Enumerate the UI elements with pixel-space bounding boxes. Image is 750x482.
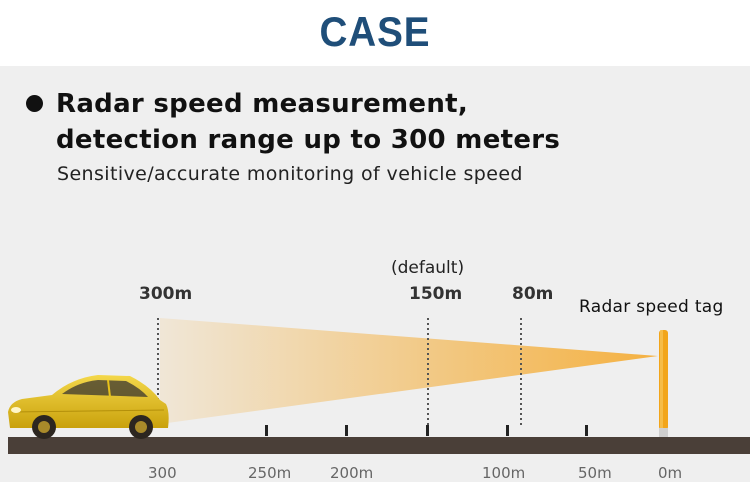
scale-label-100m: 100m bbox=[482, 464, 526, 482]
scale-label-200m: 200m bbox=[330, 464, 374, 482]
page-title: CASE bbox=[319, 8, 431, 55]
scale-label-0m: 0m bbox=[658, 464, 683, 482]
bullet-dot-icon bbox=[26, 95, 43, 112]
scale-label-250m: 250m bbox=[248, 464, 292, 482]
tick-150m bbox=[426, 425, 429, 436]
marker-label-80m: 80m bbox=[512, 284, 554, 304]
tick-250m bbox=[265, 425, 268, 436]
marker-label-150m: 150m bbox=[409, 284, 463, 304]
tick-50m bbox=[585, 425, 588, 436]
scale-label-50m: 50m bbox=[578, 464, 612, 482]
road bbox=[8, 437, 750, 454]
headline-line-2: detection range up to 300 meters bbox=[56, 125, 561, 155]
radar-device-label: Radar speed tag bbox=[579, 297, 724, 317]
marker-note-default: (default) bbox=[391, 258, 465, 278]
radar-beam bbox=[160, 318, 658, 424]
header: CASE bbox=[0, 0, 750, 66]
radar-pole-base bbox=[659, 428, 668, 440]
feature-headline: Radar speed measurement, detection range… bbox=[56, 86, 560, 158]
feature-subtitle: Sensitive/accurate monitoring of vehicle… bbox=[57, 163, 523, 185]
headline-line-1: Radar speed measurement, bbox=[56, 89, 469, 119]
marker-label-300m: 300m bbox=[139, 284, 193, 304]
tick-200m bbox=[345, 425, 348, 436]
scale-label-300: 300 bbox=[148, 464, 177, 482]
tick-100m bbox=[506, 425, 509, 436]
car-icon bbox=[8, 375, 169, 439]
